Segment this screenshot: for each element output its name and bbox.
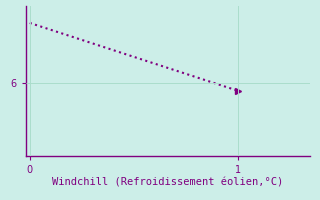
X-axis label: Windchill (Refroidissement éolien,°C): Windchill (Refroidissement éolien,°C) <box>52 178 284 188</box>
